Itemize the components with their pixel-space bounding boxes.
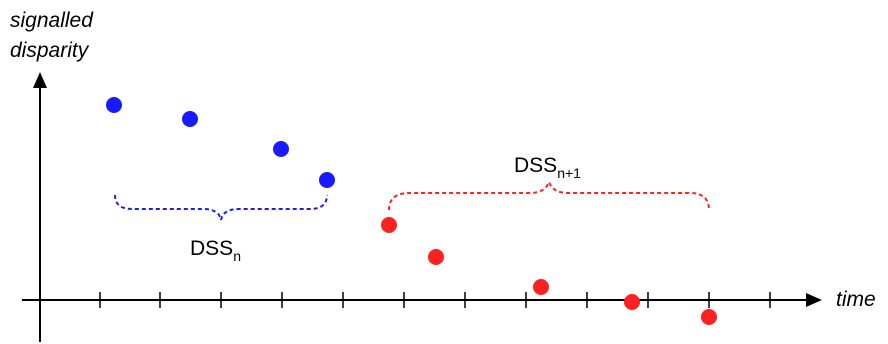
label-dss-n-main: DSS	[190, 237, 233, 260]
red-point	[624, 294, 640, 310]
x-axis-arrowhead	[806, 293, 822, 307]
label-dss-n: DSSn	[190, 237, 241, 264]
group-dss-n: DSSn	[106, 97, 335, 264]
label-dss-n-plus-1-main: DSS	[514, 154, 557, 177]
label-dss-n-plus-1: DSSn+1	[514, 154, 581, 181]
group-dss-n-plus-1: DSSn+1	[381, 154, 717, 325]
blue-point	[182, 111, 198, 127]
y-axis-arrowhead	[33, 72, 47, 88]
red-point	[381, 217, 397, 233]
y-axis-title-line1: signalled	[10, 9, 94, 32]
red-point	[701, 309, 717, 325]
red-point	[533, 279, 549, 295]
label-dss-n-sub: n	[233, 248, 241, 264]
label-dss-n-plus-1-sub: n+1	[557, 165, 581, 181]
y-axis-title-line2: disparity	[10, 39, 90, 62]
x-axis-title: time	[836, 288, 876, 311]
blue-point	[319, 172, 335, 188]
brace-dss-n	[114, 194, 328, 221]
blue-point	[106, 97, 122, 113]
blue-point	[273, 141, 289, 157]
red-point	[428, 249, 444, 265]
brace-dss-n-plus-1	[388, 179, 710, 211]
x-axis-ticks	[99, 292, 771, 308]
